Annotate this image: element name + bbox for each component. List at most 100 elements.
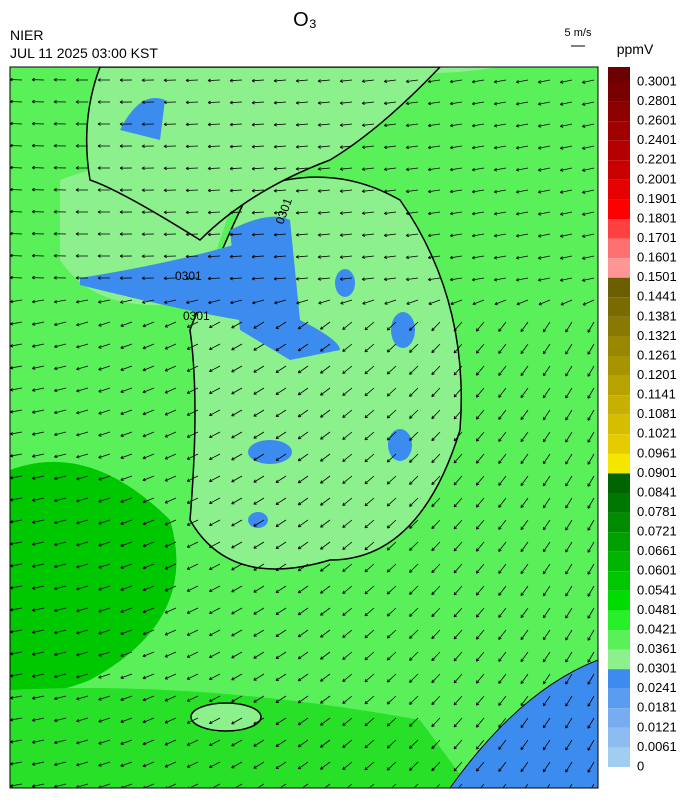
- wind-arrow: [342, 343, 353, 352]
- agency: NIER: [10, 27, 43, 43]
- wind-arrow: [275, 365, 287, 373]
- wind-arrow: [361, 123, 375, 127]
- wind-arrow: [498, 387, 507, 398]
- wind-arrow: [253, 739, 265, 747]
- wind-arrow: [120, 673, 133, 679]
- colorbar-segment: [608, 101, 630, 122]
- wind-arrow: [275, 761, 287, 769]
- title: O₃: [293, 9, 317, 31]
- colorbar-segment: [608, 375, 630, 396]
- wind-arrow: [120, 431, 133, 437]
- wind-arrow: [32, 497, 45, 502]
- colorbar-segment: [608, 199, 630, 219]
- wind-arrow: [10, 717, 23, 722]
- wind-arrow: [587, 651, 595, 663]
- wind-arrow: [582, 167, 595, 172]
- wind-arrow: [98, 387, 111, 393]
- wind-arrow: [164, 431, 177, 438]
- wind-arrow: [565, 607, 573, 619]
- wind-arrow: [317, 189, 331, 193]
- wind-arrow: [383, 145, 397, 150]
- wind-arrow: [32, 629, 45, 634]
- wind-arrow: [542, 541, 551, 553]
- wind-arrow: [297, 343, 309, 352]
- wind-arrow: [364, 475, 375, 485]
- wind-arrow: [542, 431, 551, 443]
- wind-arrow: [53, 210, 67, 214]
- wind-arrow: [498, 563, 507, 574]
- wind-arrow: [364, 585, 375, 595]
- wind-arrow: [431, 475, 441, 486]
- wind-arrow: [186, 365, 199, 372]
- wind-arrow: [364, 739, 375, 749]
- wind-arrow: [120, 475, 133, 481]
- wind-arrow: [76, 717, 89, 723]
- wind-arrow: [453, 409, 463, 420]
- wind-arrow: [537, 211, 551, 216]
- wind-arrow: [163, 276, 177, 281]
- wind-arrow: [475, 519, 485, 530]
- wind-arrow: [405, 145, 419, 150]
- colorbar-label: 0.2401: [637, 132, 677, 147]
- wind-arrow: [386, 453, 397, 463]
- wind-arrow: [273, 232, 287, 237]
- wind-arrow: [251, 144, 265, 149]
- wind-arrow: [209, 563, 221, 571]
- colorbar-segment: [608, 258, 630, 278]
- wind-arrow: [164, 299, 177, 304]
- wind-arrow: [253, 343, 265, 351]
- wind-arrow: [120, 629, 133, 635]
- wind-arrow: [320, 409, 331, 418]
- wind-arrow: [54, 563, 67, 569]
- wind-arrow: [427, 189, 441, 194]
- wind-arrow: [230, 299, 243, 305]
- wind-arrow: [587, 585, 595, 597]
- wind-arrow: [339, 101, 353, 105]
- wind-arrow: [542, 629, 551, 641]
- wind-arrow: [275, 717, 287, 725]
- wind-arrow: [320, 387, 331, 396]
- wind-arrow: [565, 343, 573, 355]
- wind-arrow: [362, 299, 375, 305]
- wind-arrow: [559, 79, 573, 84]
- wind-arrow: [386, 475, 397, 485]
- wind-arrow: [471, 123, 485, 128]
- wind-arrow: [31, 275, 45, 280]
- wind-arrow: [142, 651, 155, 658]
- wind-arrow: [431, 585, 441, 596]
- wind-arrow: [475, 651, 485, 662]
- wind-arrow: [538, 299, 551, 306]
- wind-arrow: [186, 321, 199, 328]
- wind-arrow: [453, 453, 463, 464]
- wind-arrow: [520, 739, 529, 751]
- wind-arrow: [386, 365, 397, 375]
- wind-arrow: [10, 497, 23, 502]
- wind-arrow: [120, 387, 133, 393]
- wind-arrow: [409, 695, 419, 705]
- wind-arrow: [163, 188, 177, 193]
- wind-arrow: [186, 343, 199, 350]
- wind-arrow: [318, 299, 331, 305]
- wind-arrow: [498, 761, 507, 772]
- wind-arrow: [449, 123, 463, 128]
- wind-arrow: [520, 541, 529, 553]
- wind-arrow: [339, 233, 353, 237]
- wind-arrow: [364, 717, 375, 727]
- wind-arrow: [565, 651, 573, 663]
- wind-arrow: [164, 409, 177, 416]
- wind-arrow: [273, 188, 287, 193]
- wind-arrow: [364, 453, 375, 463]
- wind-arrow: [186, 497, 199, 504]
- colorbar-label: 0.0661: [637, 543, 677, 558]
- colorbar-segment: [608, 512, 630, 533]
- wind-arrow: [75, 122, 89, 126]
- colorbar-segment: [608, 277, 630, 298]
- wind-arrow: [320, 365, 331, 374]
- wind-arrow: [119, 210, 133, 214]
- wind-arrow: [453, 475, 463, 486]
- wind-arrow: [76, 497, 89, 503]
- wind-arrow: [498, 629, 507, 640]
- wind-arrow: [254, 783, 265, 788]
- wind-arrow: [164, 343, 177, 350]
- wind-arrow: [383, 101, 397, 106]
